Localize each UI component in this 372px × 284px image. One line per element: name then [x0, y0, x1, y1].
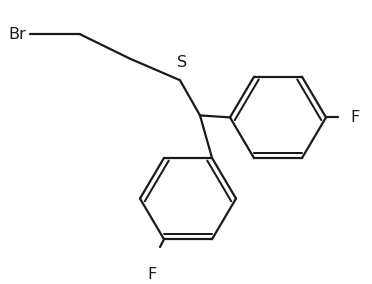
Text: S: S: [177, 55, 187, 70]
Text: Br: Br: [8, 27, 26, 42]
Text: F: F: [147, 267, 157, 282]
Text: F: F: [350, 110, 359, 125]
